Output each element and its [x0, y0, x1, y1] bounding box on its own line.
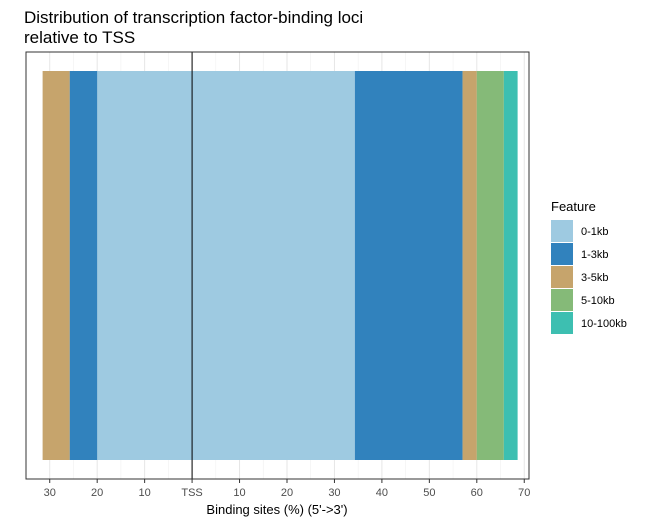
chart-title-line-2: relative to TSS: [24, 28, 135, 47]
bar-segment-downstream-3-5kb: [462, 71, 477, 460]
x-tick-label: 20: [281, 487, 293, 499]
chart-title-line-1: Distribution of transcription factor-bin…: [24, 8, 363, 27]
legend-key-3-5kb: [551, 266, 573, 288]
x-tick-label: 20: [91, 487, 103, 499]
legend-key-5-10kb: [551, 289, 573, 311]
bar-segment-downstream-10-100kb: [503, 71, 518, 460]
x-tick-label: 60: [471, 487, 483, 499]
x-tick-label: 40: [376, 487, 388, 499]
legend-title: Feature: [551, 199, 596, 214]
x-tick-label: 10: [233, 487, 245, 499]
x-tick-label: 30: [44, 487, 56, 499]
x-axis-label: Binding sites (%) (5'->3'): [206, 502, 347, 517]
legend-label: 10-100kb: [581, 318, 627, 330]
x-axis-ticks: 30 20 10 TSS 10 20 30 40 50 60 70: [44, 479, 530, 499]
bar-segment-upstream-3-5kb: [42, 71, 70, 460]
legend-label: 3-5kb: [581, 272, 609, 284]
plot-border: [25, 51, 530, 480]
legend-label: 1-3kb: [581, 249, 609, 261]
legend-label: 5-10kb: [581, 295, 615, 307]
chart-title: Distribution of transcription factor-bin…: [24, 8, 363, 47]
bar-segment-downstream-0-1kb: [192, 71, 355, 460]
legend-key-1-3kb: [551, 243, 573, 265]
legend-key-10-100kb: [551, 312, 573, 334]
x-tick-label: 70: [518, 487, 530, 499]
legend-keys: 0-1kb 1-3kb 3-5kb 5-10kb 10-100kb: [551, 220, 627, 334]
x-tick-label: TSS: [181, 487, 202, 499]
x-tick-label: 10: [139, 487, 151, 499]
bar-segment-upstream-1-3kb: [69, 71, 98, 460]
bar-segment-downstream-1-3kb: [354, 71, 463, 460]
bar-segment-upstream-0-1kb: [97, 71, 193, 460]
x-tick-label: 30: [328, 487, 340, 499]
legend-key-0-1kb: [551, 220, 573, 242]
stacked-bar: [42, 71, 518, 460]
legend: Feature 0-1kb 1-3kb 3-5kb 5-10kb 10-100kb: [551, 199, 627, 334]
legend-label: 0-1kb: [581, 226, 609, 238]
x-tick-label: 50: [423, 487, 435, 499]
bar-segment-downstream-5-10kb: [476, 71, 504, 460]
